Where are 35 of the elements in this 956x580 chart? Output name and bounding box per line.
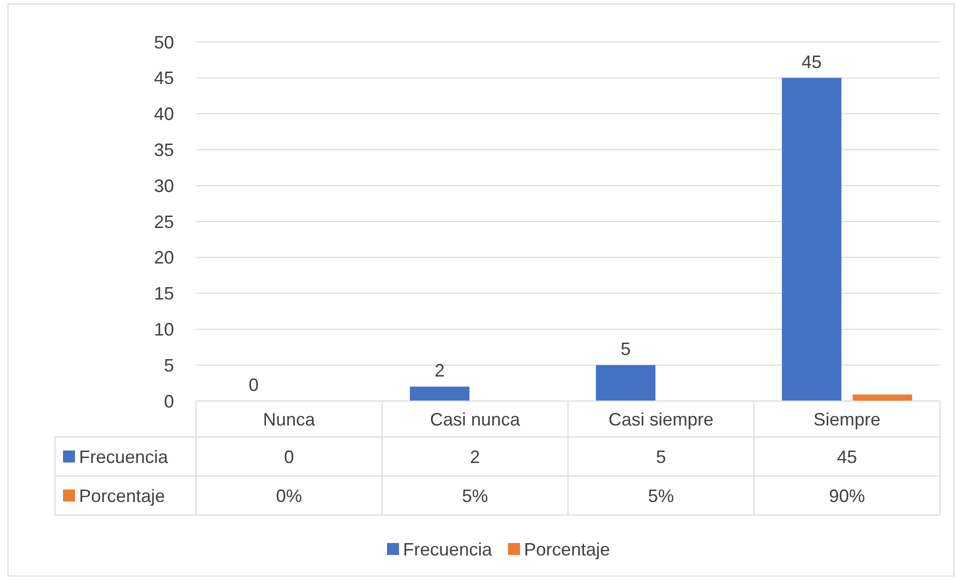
data-label: 2 bbox=[470, 446, 480, 467]
legend-label: Frecuencia bbox=[403, 539, 494, 560]
bar bbox=[852, 394, 912, 401]
data-label: 5% bbox=[462, 486, 488, 506]
y-tick-label: 40 bbox=[154, 104, 174, 124]
x-tick-label: Nunca bbox=[262, 409, 316, 430]
x-tick-label: Casi siempre bbox=[608, 409, 714, 430]
y-tick-label: 35 bbox=[154, 140, 174, 160]
data-label: 5% bbox=[648, 486, 674, 506]
bar bbox=[596, 365, 656, 401]
text: Frecuencia bbox=[79, 446, 168, 467]
y-tick-label: 25 bbox=[154, 212, 174, 232]
y-tick-label: 5 bbox=[164, 355, 174, 376]
data-label: 5 bbox=[656, 446, 666, 467]
bar bbox=[782, 78, 842, 401]
data-label: 45 bbox=[836, 446, 858, 467]
y-tick-label: 45 bbox=[154, 68, 174, 88]
bar bbox=[410, 386, 470, 401]
y-tick-label: 10 bbox=[154, 320, 174, 340]
x-tick-label: Siempre bbox=[813, 409, 881, 430]
data-label: 0% bbox=[276, 486, 302, 506]
data-label: 0 bbox=[284, 446, 294, 467]
text: Porcentaje bbox=[79, 486, 166, 506]
y-tick-label: 20 bbox=[154, 248, 174, 268]
y-tick-label: 15 bbox=[154, 284, 174, 304]
y-tick-label: 0 bbox=[164, 391, 174, 412]
text: 5 bbox=[620, 339, 631, 360]
y-tick-label: 30 bbox=[154, 176, 174, 196]
x-tick-label: Casi nunca bbox=[430, 409, 522, 430]
data-label: 90% bbox=[828, 486, 866, 506]
y-tick-label: 50 bbox=[154, 32, 174, 52]
text: 45 bbox=[802, 52, 822, 72]
text: 2 bbox=[434, 360, 445, 381]
text: 0 bbox=[248, 375, 259, 395]
legend-label: Porcentaje bbox=[524, 539, 610, 560]
